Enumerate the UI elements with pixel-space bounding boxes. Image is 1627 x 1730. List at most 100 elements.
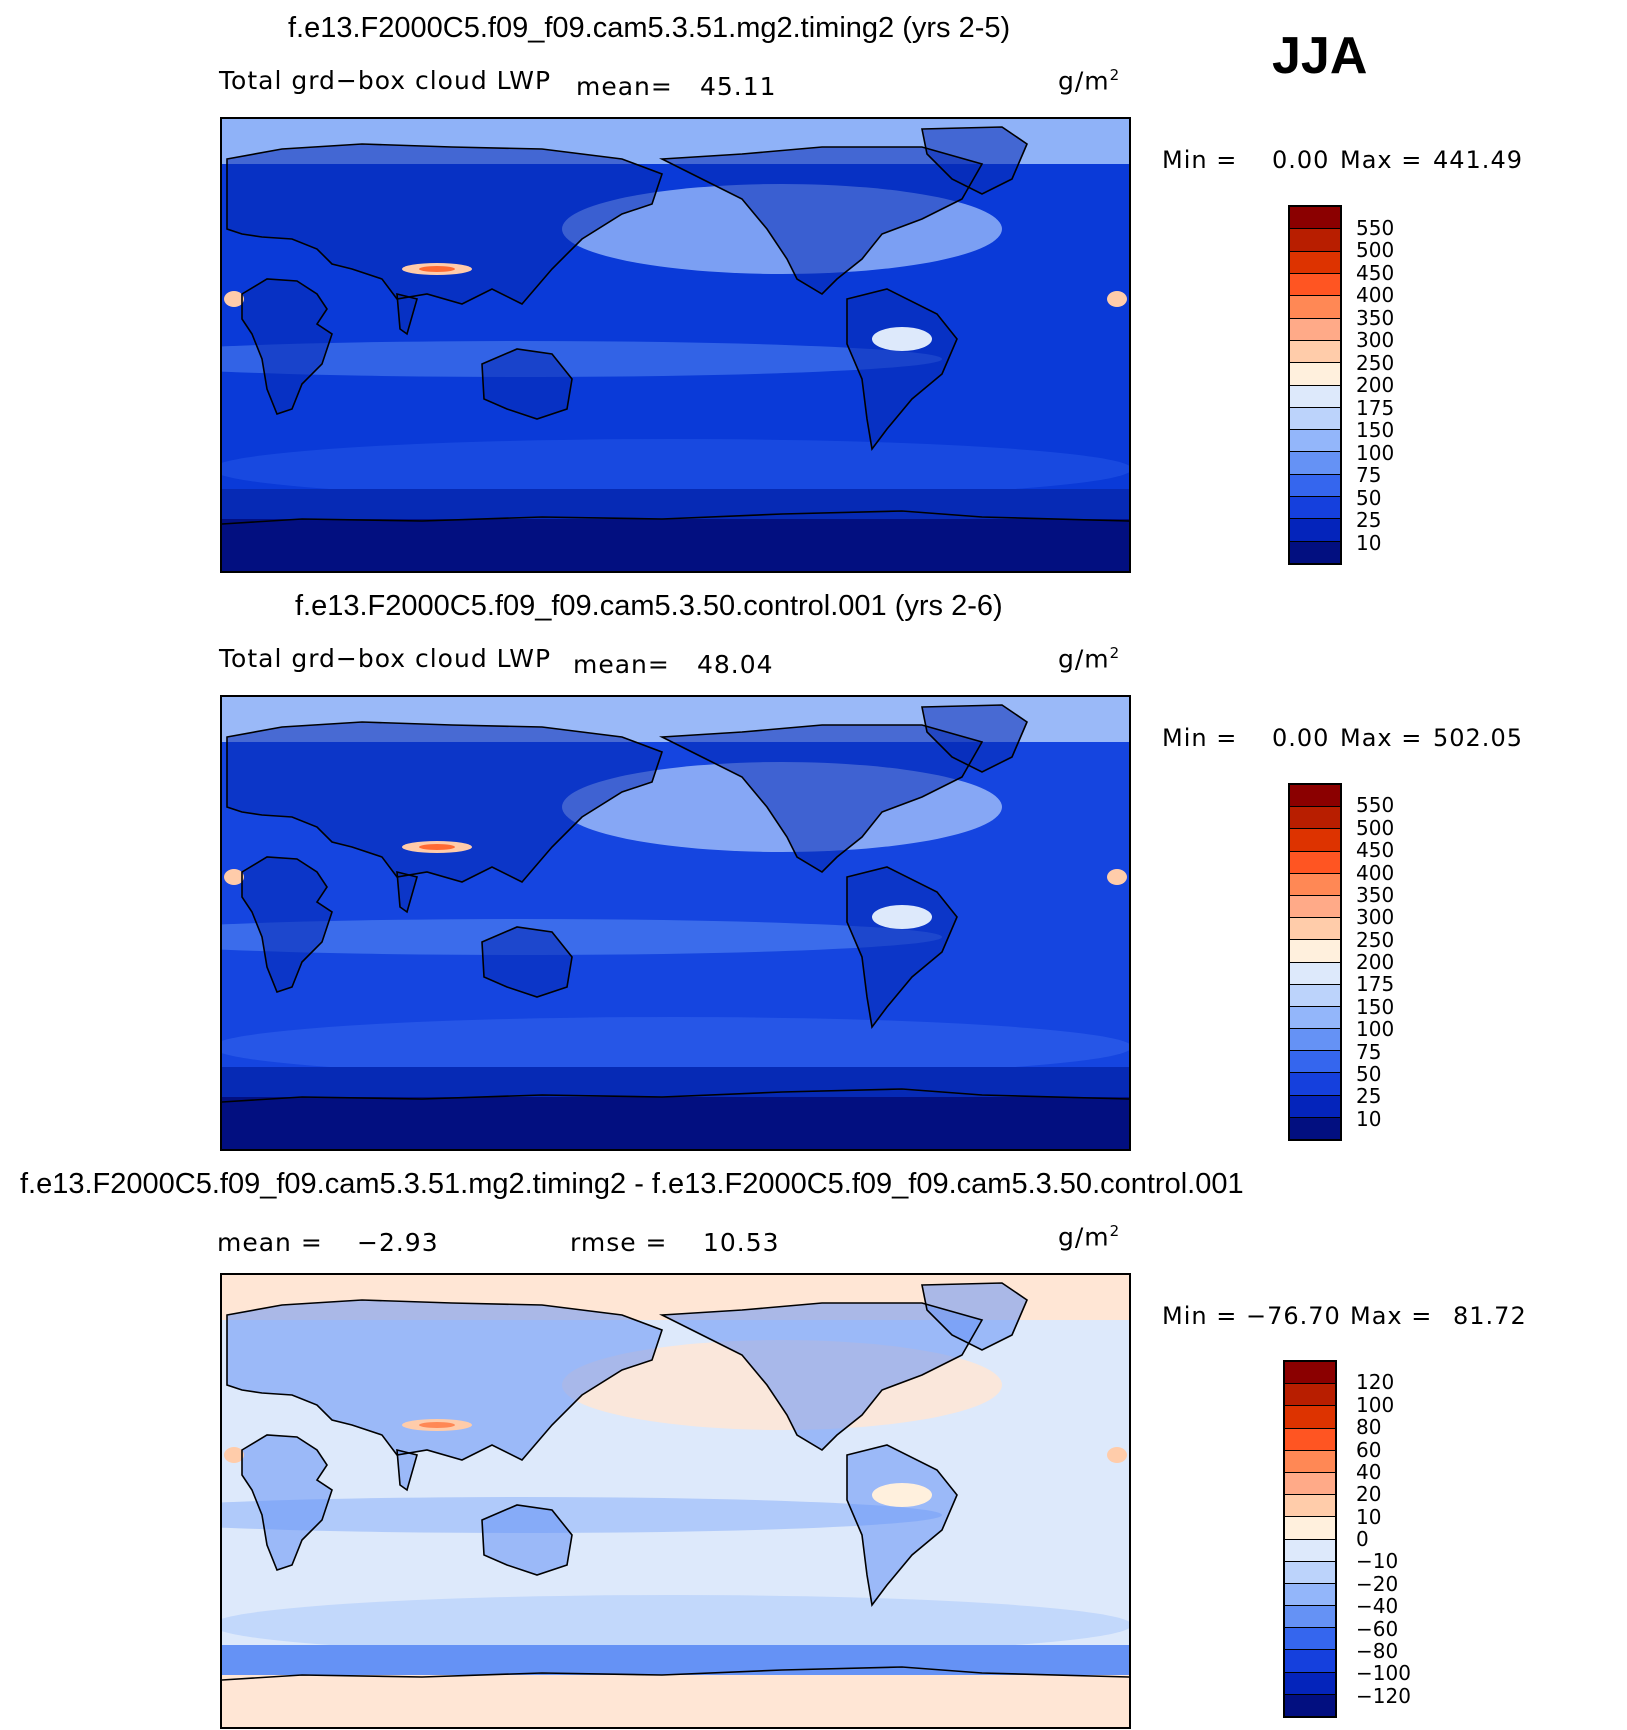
colorbar-tick-label: 450 (1356, 260, 1395, 285)
colorbar-tick-label: 25 (1356, 1084, 1382, 1109)
colorbar-tick-label: 25 (1356, 508, 1382, 532)
map-itcz-band (222, 1497, 942, 1533)
map-coastline (658, 724, 984, 874)
colorbar-swatch (1285, 1362, 1335, 1385)
colorbar-tick-label: 75 (1356, 463, 1382, 487)
panel-3-map-svg (222, 1275, 1129, 1727)
map-coastline (222, 510, 1129, 525)
colorbar-tick-label: 100 (1356, 1392, 1395, 1417)
map-antarctic-band (222, 1097, 1129, 1149)
map-hotspot-amazon (872, 905, 932, 929)
map-coastline (846, 1444, 958, 1607)
panel-3-min: Min = −76.70 (1162, 1302, 1341, 1330)
colorbar-swatch (1290, 962, 1340, 985)
panel-2-min-value: 0.00 (1272, 724, 1330, 752)
map-land-fill (922, 1283, 1027, 1350)
colorbar-swatch (1285, 1650, 1335, 1673)
colorbar-swatch (1290, 497, 1340, 520)
colorbar-tick-label: −60 (1356, 1616, 1399, 1641)
panel-2-title: f.e13.F2000C5.f09_f09.cam5.3.50.control.… (295, 590, 1003, 622)
colorbar-swatch (1290, 207, 1340, 230)
colorbar-tick-label: 60 (1356, 1437, 1382, 1462)
map-coastline (481, 926, 573, 998)
colorbar-tick-label: 250 (1356, 350, 1395, 375)
panel-3-mean-value: −2.93 (357, 1228, 439, 1257)
colorbar-swatch (1290, 452, 1340, 475)
map-antarctic-band (222, 1675, 1129, 1727)
map-land-fill (227, 1300, 662, 1460)
colorbar-tick-label: 250 (1356, 927, 1395, 952)
colorbar-tick-label: 100 (1356, 1017, 1395, 1042)
panel-3-rmse-label: rmse = (570, 1228, 668, 1257)
colorbar-swatch (1290, 1095, 1340, 1118)
map-coastline (481, 348, 573, 420)
colorbar-tick-label: 200 (1356, 950, 1395, 974)
map-land-fill (242, 279, 332, 414)
map-hotspot-gulf-guinea-east (1107, 1447, 1127, 1463)
colorbar-tick-label: 10 (1356, 530, 1382, 555)
map-antarctic-band (222, 519, 1129, 571)
colorbar-tick-label: 50 (1356, 485, 1382, 510)
map-southern-storm-track (222, 1017, 1129, 1077)
panel-3-colorbar (1283, 1360, 1337, 1718)
colorbar-tick-label: 450 (1356, 838, 1395, 863)
colorbar-tick-label: 80 (1356, 1415, 1382, 1440)
colorbar-tick-label: 50 (1356, 1061, 1382, 1086)
colorbar-swatch (1290, 807, 1340, 830)
map-coastline (241, 278, 333, 415)
map-hotspot-tibet-core (419, 266, 455, 272)
panel-2-map-svg (222, 697, 1129, 1149)
map-itcz-band (222, 341, 942, 377)
colorbar-tick-label: 300 (1356, 905, 1395, 930)
colorbar-tick-label: 350 (1356, 882, 1395, 907)
map-hotspot-gulf-guinea (224, 869, 244, 885)
map-coastline (846, 288, 958, 451)
panel-1-map-svg (222, 119, 1129, 571)
map-southern-storm-track (222, 439, 1129, 499)
map-coastline (241, 856, 333, 993)
map-land-fill (227, 722, 662, 882)
panel-1-colorbar-labels: 550 500 450 400 350 300 250 200 175 150 100 75 50 25 1… (1356, 205, 1436, 565)
map-hotspot-tibet-core (419, 1422, 455, 1428)
colorbar-tick-label: −120 (1356, 1683, 1411, 1708)
map-southern-ocean-band (222, 489, 1129, 519)
colorbar-swatch (1290, 296, 1340, 319)
map-land-fill (662, 147, 982, 294)
map-land-fill (397, 872, 417, 912)
map-land-fill (397, 1450, 417, 1490)
colorbar-swatch (1285, 1495, 1335, 1518)
map-land-fill (847, 289, 957, 449)
map-coastline (226, 143, 664, 305)
colorbar-tick-label: 120 (1356, 1370, 1395, 1395)
colorbar-swatch (1285, 1428, 1335, 1451)
colorbar-tick-label: 550 (1356, 215, 1395, 240)
panel-2-colorbar-labels: 550 500 450 400 350 300 250 200 175 150 100 75 50 25 1… (1356, 783, 1436, 1141)
colorbar-swatch (1290, 873, 1340, 896)
colorbar-tick-label: 300 (1356, 328, 1395, 352)
map-coastline (921, 126, 1028, 195)
colorbar-swatch (1290, 251, 1340, 274)
panel-1-variable: Total grd−box cloud LWP (219, 66, 552, 95)
panel-1-min: Min = (1162, 146, 1238, 174)
panel-3-colorbar-labels: 120 100 80 60 40 20 10 0 −10 −20 −40 −60 −80 −100 −120 (1356, 1360, 1446, 1718)
map-land-fill (242, 857, 332, 992)
map-coastline (921, 704, 1028, 773)
map-coastline (481, 1504, 573, 1576)
panel-2-max-label: Max = (1340, 724, 1423, 752)
panel-2-variable: Total grd−box cloud LWP (219, 644, 552, 673)
colorbar-swatch (1290, 1029, 1340, 1052)
colorbar-swatch (1285, 1517, 1335, 1540)
colorbar-tick-label: 400 (1356, 860, 1395, 885)
map-hotspot-gulf-guinea (224, 291, 244, 307)
colorbar-swatch (1290, 385, 1340, 408)
colorbar-swatch (1285, 1628, 1335, 1651)
map-land-fill (242, 1435, 332, 1570)
colorbar-tick-label: 150 (1356, 994, 1395, 1019)
colorbar-tick-label: 500 (1356, 815, 1395, 840)
colorbar-swatch (1285, 1539, 1335, 1562)
colorbar-tick-label: −80 (1356, 1638, 1399, 1663)
season-label: JJA (1272, 27, 1368, 85)
colorbar-tick-label: 10 (1356, 1504, 1382, 1529)
map-coastline (226, 1299, 664, 1461)
colorbar-swatch (1285, 1694, 1335, 1716)
